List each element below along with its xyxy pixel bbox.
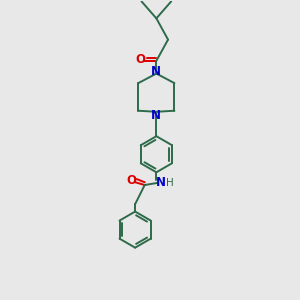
- Text: H: H: [166, 178, 173, 188]
- Text: O: O: [135, 53, 146, 66]
- Text: N: N: [156, 176, 166, 189]
- Text: N: N: [152, 65, 161, 78]
- Text: O: O: [127, 174, 136, 187]
- Text: N: N: [152, 109, 161, 122]
